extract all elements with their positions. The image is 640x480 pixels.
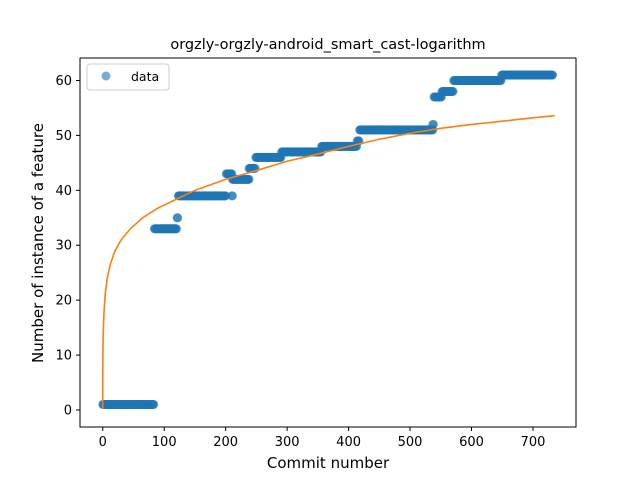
data-point — [173, 213, 183, 223]
data-point — [548, 70, 558, 80]
data-point — [244, 174, 254, 184]
x-axis: 0 100 200 300 400 500 600 700 — [99, 427, 546, 450]
x-axis-label: Commit number — [267, 454, 390, 472]
y-tick-label: 10 — [55, 349, 72, 364]
legend: data — [86, 63, 170, 91]
legend-box — [86, 63, 170, 91]
y-tick-label: 20 — [55, 294, 72, 309]
data-point — [172, 224, 181, 234]
y-tick-label: 0 — [64, 403, 72, 418]
y-axis-label: Number of instance of a feature — [29, 123, 47, 363]
x-tick-label: 300 — [275, 435, 300, 450]
series-data — [98, 70, 558, 409]
data-point — [448, 87, 458, 96]
x-tick-label: 100 — [152, 435, 177, 450]
plot-area — [98, 70, 558, 409]
y-tick-label: 50 — [55, 129, 72, 144]
x-tick-label: 200 — [213, 435, 238, 450]
data-point — [428, 119, 438, 129]
x-tick-label: 500 — [398, 435, 423, 450]
legend-marker — [101, 71, 111, 81]
y-tick-label: 30 — [55, 239, 72, 254]
x-tick-label: 400 — [336, 435, 361, 450]
axes-frame — [79, 57, 577, 428]
chart-title: orgzly-orgzly-android_smart_cast-logarit… — [170, 37, 485, 53]
y-axis: 0 10 20 30 40 50 60 — [55, 74, 80, 418]
data-point — [227, 191, 237, 201]
x-tick-label: 0 — [99, 435, 107, 450]
y-tick-label: 60 — [55, 74, 72, 89]
x-tick-label: 700 — [521, 435, 546, 450]
x-tick-label: 600 — [459, 435, 484, 450]
fit-line — [101, 114, 555, 409]
data-point — [149, 399, 159, 409]
y-tick-label: 40 — [55, 184, 72, 199]
legend-label-data: data — [131, 69, 159, 84]
